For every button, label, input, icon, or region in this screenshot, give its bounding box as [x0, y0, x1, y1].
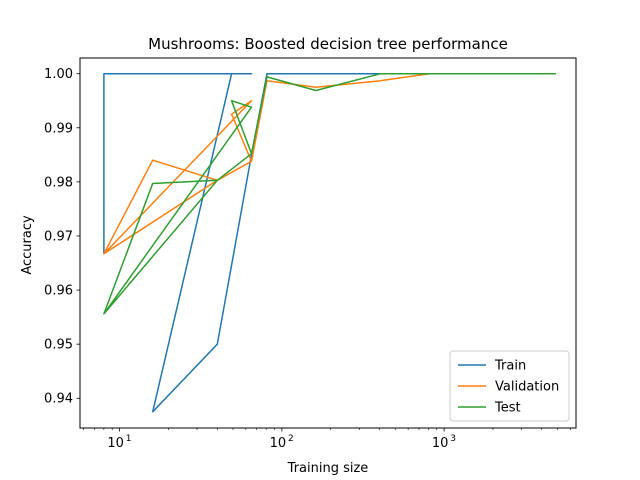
y-tick-label: 0.98 [44, 175, 73, 190]
x-axis-label: Training size [287, 461, 369, 476]
legend: Train Validation Test [449, 350, 570, 422]
legend-box [449, 350, 570, 422]
x-tick-label: 10 [270, 436, 287, 451]
x-tick-exponent: 3 [450, 434, 456, 444]
legend-label: Test [494, 401, 521, 416]
x-tick-exponent: 1 [126, 434, 132, 444]
legend-label: Validation [495, 380, 559, 395]
x-tick-label: 10 [432, 436, 449, 451]
series-line-test [103, 72, 556, 315]
plot-area [103, 72, 556, 413]
y-tick-label: 0.94 [44, 392, 73, 407]
x-tick-exponent: 2 [288, 434, 294, 444]
legend-label: Train [494, 359, 526, 374]
y-axis-label: Accuracy [20, 215, 35, 275]
y-tick-label: 0.96 [44, 284, 73, 299]
chart-title: Mushrooms: Boosted decision tree perform… [148, 35, 508, 53]
axes-frame [79, 57, 577, 429]
y-tick-label: 0.97 [44, 229, 73, 244]
y-tick-label: 0.99 [44, 121, 73, 136]
x-tick-label: 10 [107, 436, 124, 451]
y-tick-label: 1.00 [44, 67, 73, 82]
y-tick-label: 0.95 [44, 338, 73, 353]
